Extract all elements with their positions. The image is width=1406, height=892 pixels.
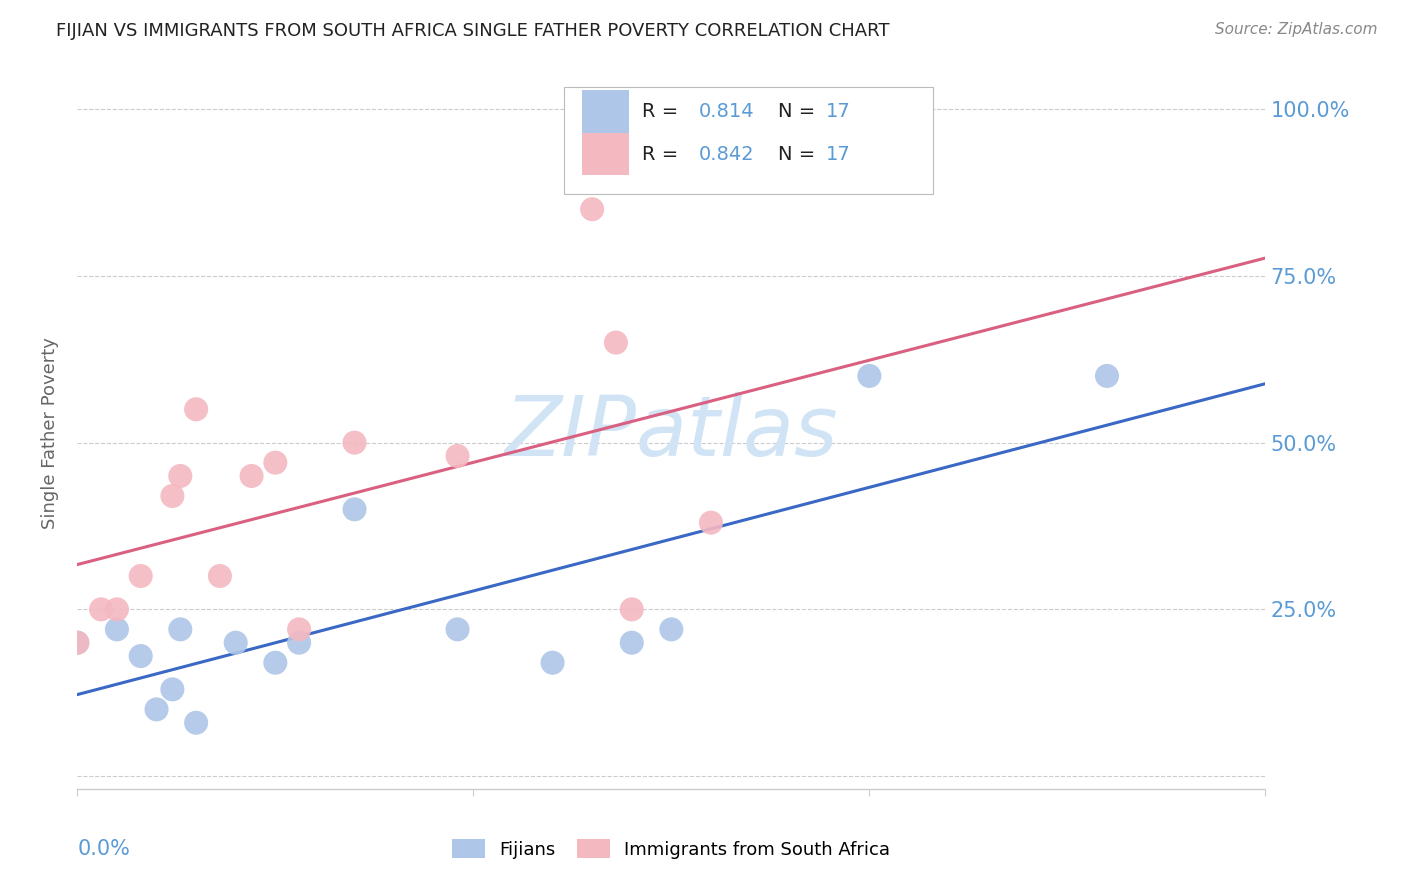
Text: 17: 17 bbox=[825, 102, 851, 121]
Point bbox=[661, 623, 683, 637]
Text: R =: R = bbox=[641, 145, 685, 164]
Point bbox=[162, 682, 184, 697]
FancyBboxPatch shape bbox=[582, 133, 628, 176]
Point bbox=[186, 715, 208, 730]
Text: N =: N = bbox=[779, 102, 821, 121]
Point bbox=[858, 368, 880, 383]
Point bbox=[66, 636, 89, 650]
Point bbox=[446, 623, 468, 637]
FancyBboxPatch shape bbox=[564, 87, 932, 194]
Point bbox=[1095, 368, 1118, 383]
Point bbox=[162, 489, 184, 503]
Point bbox=[343, 435, 366, 450]
Point bbox=[620, 636, 643, 650]
Text: N =: N = bbox=[779, 145, 821, 164]
Point bbox=[90, 602, 112, 616]
Y-axis label: Single Father Poverty: Single Father Poverty bbox=[41, 336, 59, 529]
Point bbox=[129, 648, 152, 663]
Text: 0.814: 0.814 bbox=[699, 102, 754, 121]
Point bbox=[264, 656, 287, 670]
Point bbox=[66, 636, 89, 650]
Point bbox=[343, 502, 366, 516]
Point bbox=[240, 469, 263, 483]
Legend: Fijians, Immigrants from South Africa: Fijians, Immigrants from South Africa bbox=[446, 832, 897, 866]
Point bbox=[186, 402, 208, 417]
Point bbox=[129, 569, 152, 583]
Point bbox=[169, 469, 191, 483]
Text: 0.0%: 0.0% bbox=[77, 839, 131, 859]
Point bbox=[605, 335, 627, 350]
Point bbox=[225, 636, 247, 650]
Text: 17: 17 bbox=[825, 145, 851, 164]
Text: Source: ZipAtlas.com: Source: ZipAtlas.com bbox=[1215, 22, 1378, 37]
Point bbox=[620, 602, 643, 616]
Point bbox=[288, 636, 311, 650]
Point bbox=[446, 449, 468, 463]
Point bbox=[264, 456, 287, 470]
Point bbox=[105, 623, 128, 637]
Point bbox=[288, 623, 311, 637]
Text: ZIPatlas: ZIPatlas bbox=[505, 392, 838, 473]
Point bbox=[145, 702, 167, 716]
Point bbox=[541, 656, 564, 670]
Point bbox=[169, 623, 191, 637]
Point bbox=[581, 202, 603, 217]
Point bbox=[105, 602, 128, 616]
Point bbox=[700, 516, 723, 530]
Text: R =: R = bbox=[641, 102, 685, 121]
Text: FIJIAN VS IMMIGRANTS FROM SOUTH AFRICA SINGLE FATHER POVERTY CORRELATION CHART: FIJIAN VS IMMIGRANTS FROM SOUTH AFRICA S… bbox=[56, 22, 890, 40]
Text: 0.842: 0.842 bbox=[699, 145, 754, 164]
Point bbox=[208, 569, 231, 583]
FancyBboxPatch shape bbox=[582, 90, 628, 133]
